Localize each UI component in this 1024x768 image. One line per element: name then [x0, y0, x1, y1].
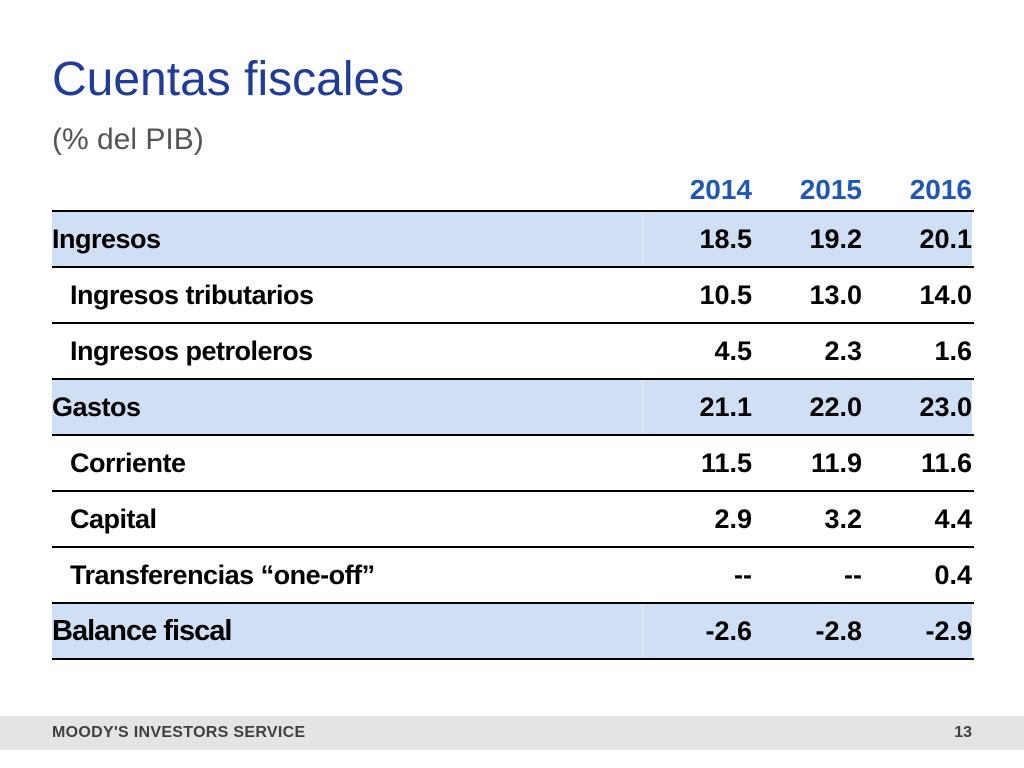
row-value-2016: 20.1 [862, 212, 972, 266]
row-label: Balance fiscal [52, 604, 642, 658]
row-value-2016: 4.4 [934, 503, 972, 534]
row-label: Gastos [52, 380, 642, 434]
row-value-2014: 10.5 [699, 279, 752, 310]
row-value-2015: 19.2 [752, 212, 862, 266]
row-value-2014: -2.6 [642, 604, 752, 658]
slide-footer: MOODY'S INVESTORS SERVICE 13 [0, 716, 1024, 750]
table-row-capital: Capital 2.9 3.2 4.4 [52, 492, 974, 548]
row-value-2014: -- [734, 559, 752, 590]
year-header-2016: 2016 [909, 174, 972, 205]
row-value-2016: 23.0 [862, 380, 972, 434]
table-row-balance-fiscal: Balance fiscal -2.6 -2.8 -2.9 [52, 604, 974, 660]
footer-brand: MOODY'S INVESTORS SERVICE [52, 724, 306, 741]
row-label: Corriente [70, 447, 186, 478]
row-label: Ingresos tributarios [70, 279, 314, 310]
table-row-corriente: Corriente 11.5 11.9 11.6 [52, 436, 974, 492]
table-row-ingresos-tributarios: Ingresos tributarios 10.5 13.0 14.0 [52, 268, 974, 324]
fiscal-table: 2014 2015 2016 Ingresos 18.5 19.2 20.1 I… [52, 170, 974, 660]
row-value-2014: 4.5 [714, 335, 752, 366]
slide-subtitle: (% del PIB) [52, 123, 204, 156]
table-row-transferencias: Transferencias “one-off” -- -- 0.4 [52, 548, 974, 604]
row-value-2014: 11.5 [700, 447, 752, 478]
row-value-2014: 21.1 [642, 380, 752, 434]
row-value-2016: 11.6 [920, 447, 972, 478]
row-label: Ingresos petroleros [70, 335, 313, 366]
row-value-2014: 2.9 [714, 503, 752, 534]
row-value-2014: 18.5 [642, 212, 752, 266]
table-row-gastos: Gastos 21.1 22.0 23.0 [52, 380, 974, 436]
row-value-2015: 22.0 [752, 380, 862, 434]
year-header-2014: 2014 [689, 174, 752, 205]
table-row-ingresos-petroleros: Ingresos petroleros 4.5 2.3 1.6 [52, 324, 974, 380]
row-label: Transferencias “one-off” [70, 559, 375, 590]
row-value-2015: 3.2 [824, 503, 862, 534]
table-header: 2014 2015 2016 [52, 170, 974, 212]
row-label: Ingresos [52, 212, 642, 266]
row-value-2015: 11.9 [810, 447, 862, 478]
row-label: Capital [70, 503, 157, 534]
slide-title: Cuentas fiscales [52, 53, 405, 106]
row-value-2016: 1.6 [934, 335, 972, 366]
row-value-2015: 2.3 [824, 335, 862, 366]
year-header-2015: 2015 [799, 174, 862, 205]
row-value-2015: -- [844, 559, 862, 590]
row-value-2015: 13.0 [809, 279, 862, 310]
row-value-2016: -2.9 [862, 604, 972, 658]
page-number: 13 [954, 724, 972, 741]
table-row-ingresos: Ingresos 18.5 19.2 20.1 [52, 212, 974, 268]
row-value-2016: 0.4 [934, 559, 972, 590]
row-value-2016: 14.0 [919, 279, 972, 310]
row-value-2015: -2.8 [752, 604, 862, 658]
